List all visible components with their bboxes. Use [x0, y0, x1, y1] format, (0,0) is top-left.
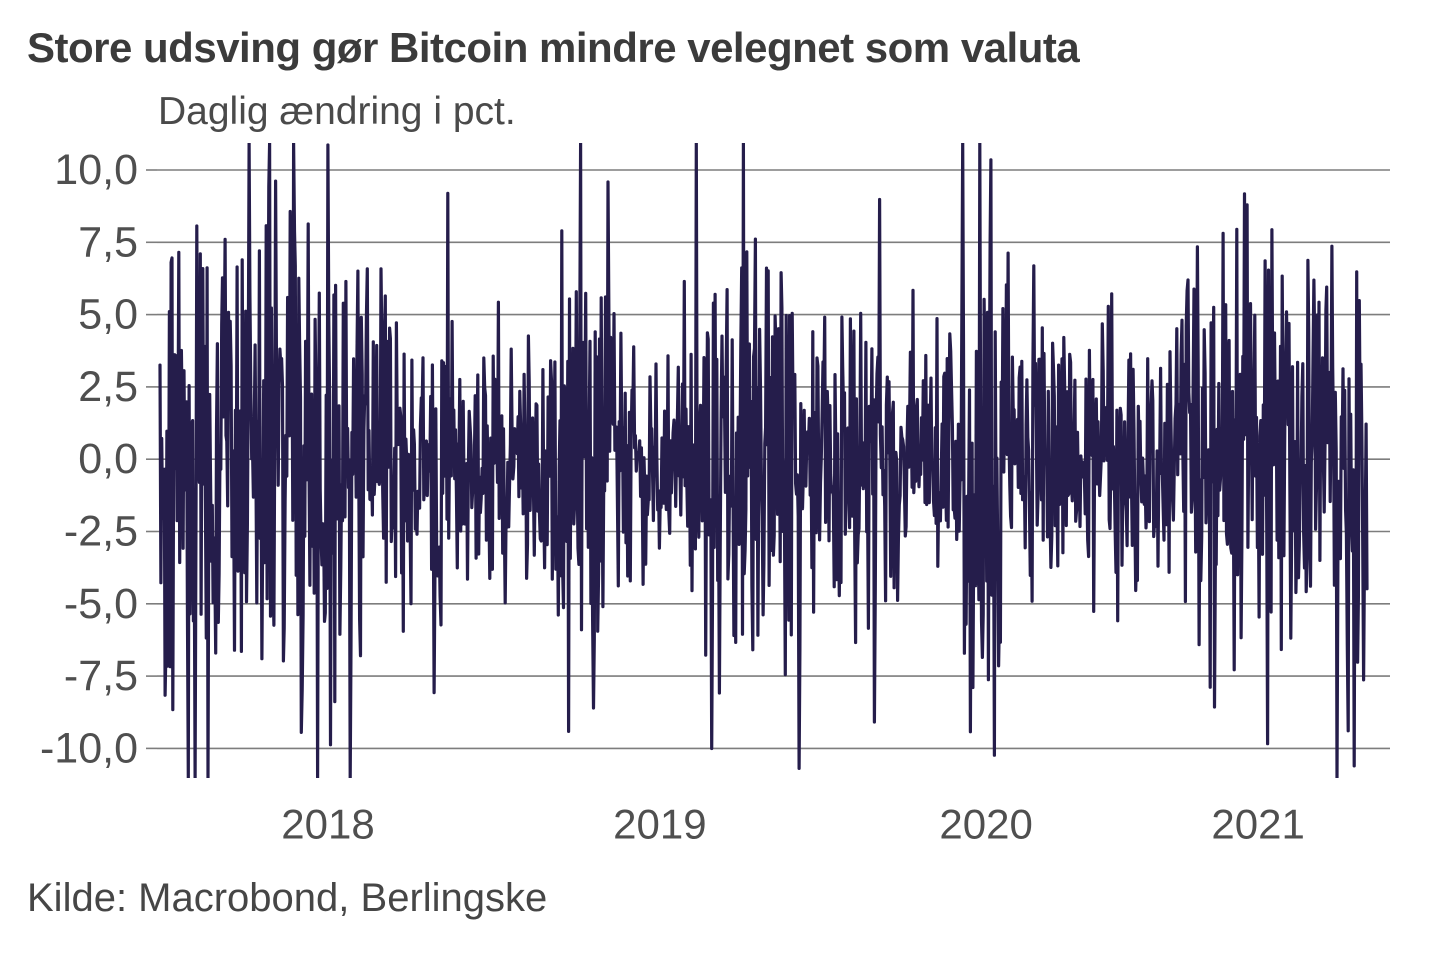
x-tick-label: 2021 [1211, 801, 1304, 848]
y-tick-label: -2,5 [64, 508, 138, 556]
y-tick-label: 2,5 [78, 363, 138, 411]
x-tick-label: 2020 [939, 801, 1032, 848]
chart-title: Store udsving gør Bitcoin mindre velegne… [27, 24, 1080, 71]
daily-change-series-path [158, 143, 1369, 778]
x-axis-labels: 2018 2019 2020 2021 [281, 801, 1305, 848]
y-tick-label: -10,0 [40, 724, 138, 772]
chart-subtitle: Daglig ændring i pct. [158, 90, 516, 133]
source-caption: Kilde: Macrobond, Berlingske [27, 876, 548, 920]
data-series [158, 143, 1369, 778]
y-axis-labels: 10,0 7,5 5,0 2,5 0,0 -2,5 -5,0 -7,5 -10,0 [40, 146, 138, 772]
y-tick-label: 7,5 [78, 218, 138, 266]
x-tick-label: 2019 [613, 801, 706, 848]
y-tick-label: -7,5 [64, 652, 138, 700]
y-tick-label: 0,0 [78, 435, 138, 483]
y-tick-label: 5,0 [78, 291, 138, 339]
x-tick-label: 2018 [281, 801, 374, 848]
y-tick-label: -5,0 [64, 580, 138, 628]
y-axis-tick-marks [146, 169, 157, 750]
y-tick-label: 10,0 [54, 146, 138, 194]
